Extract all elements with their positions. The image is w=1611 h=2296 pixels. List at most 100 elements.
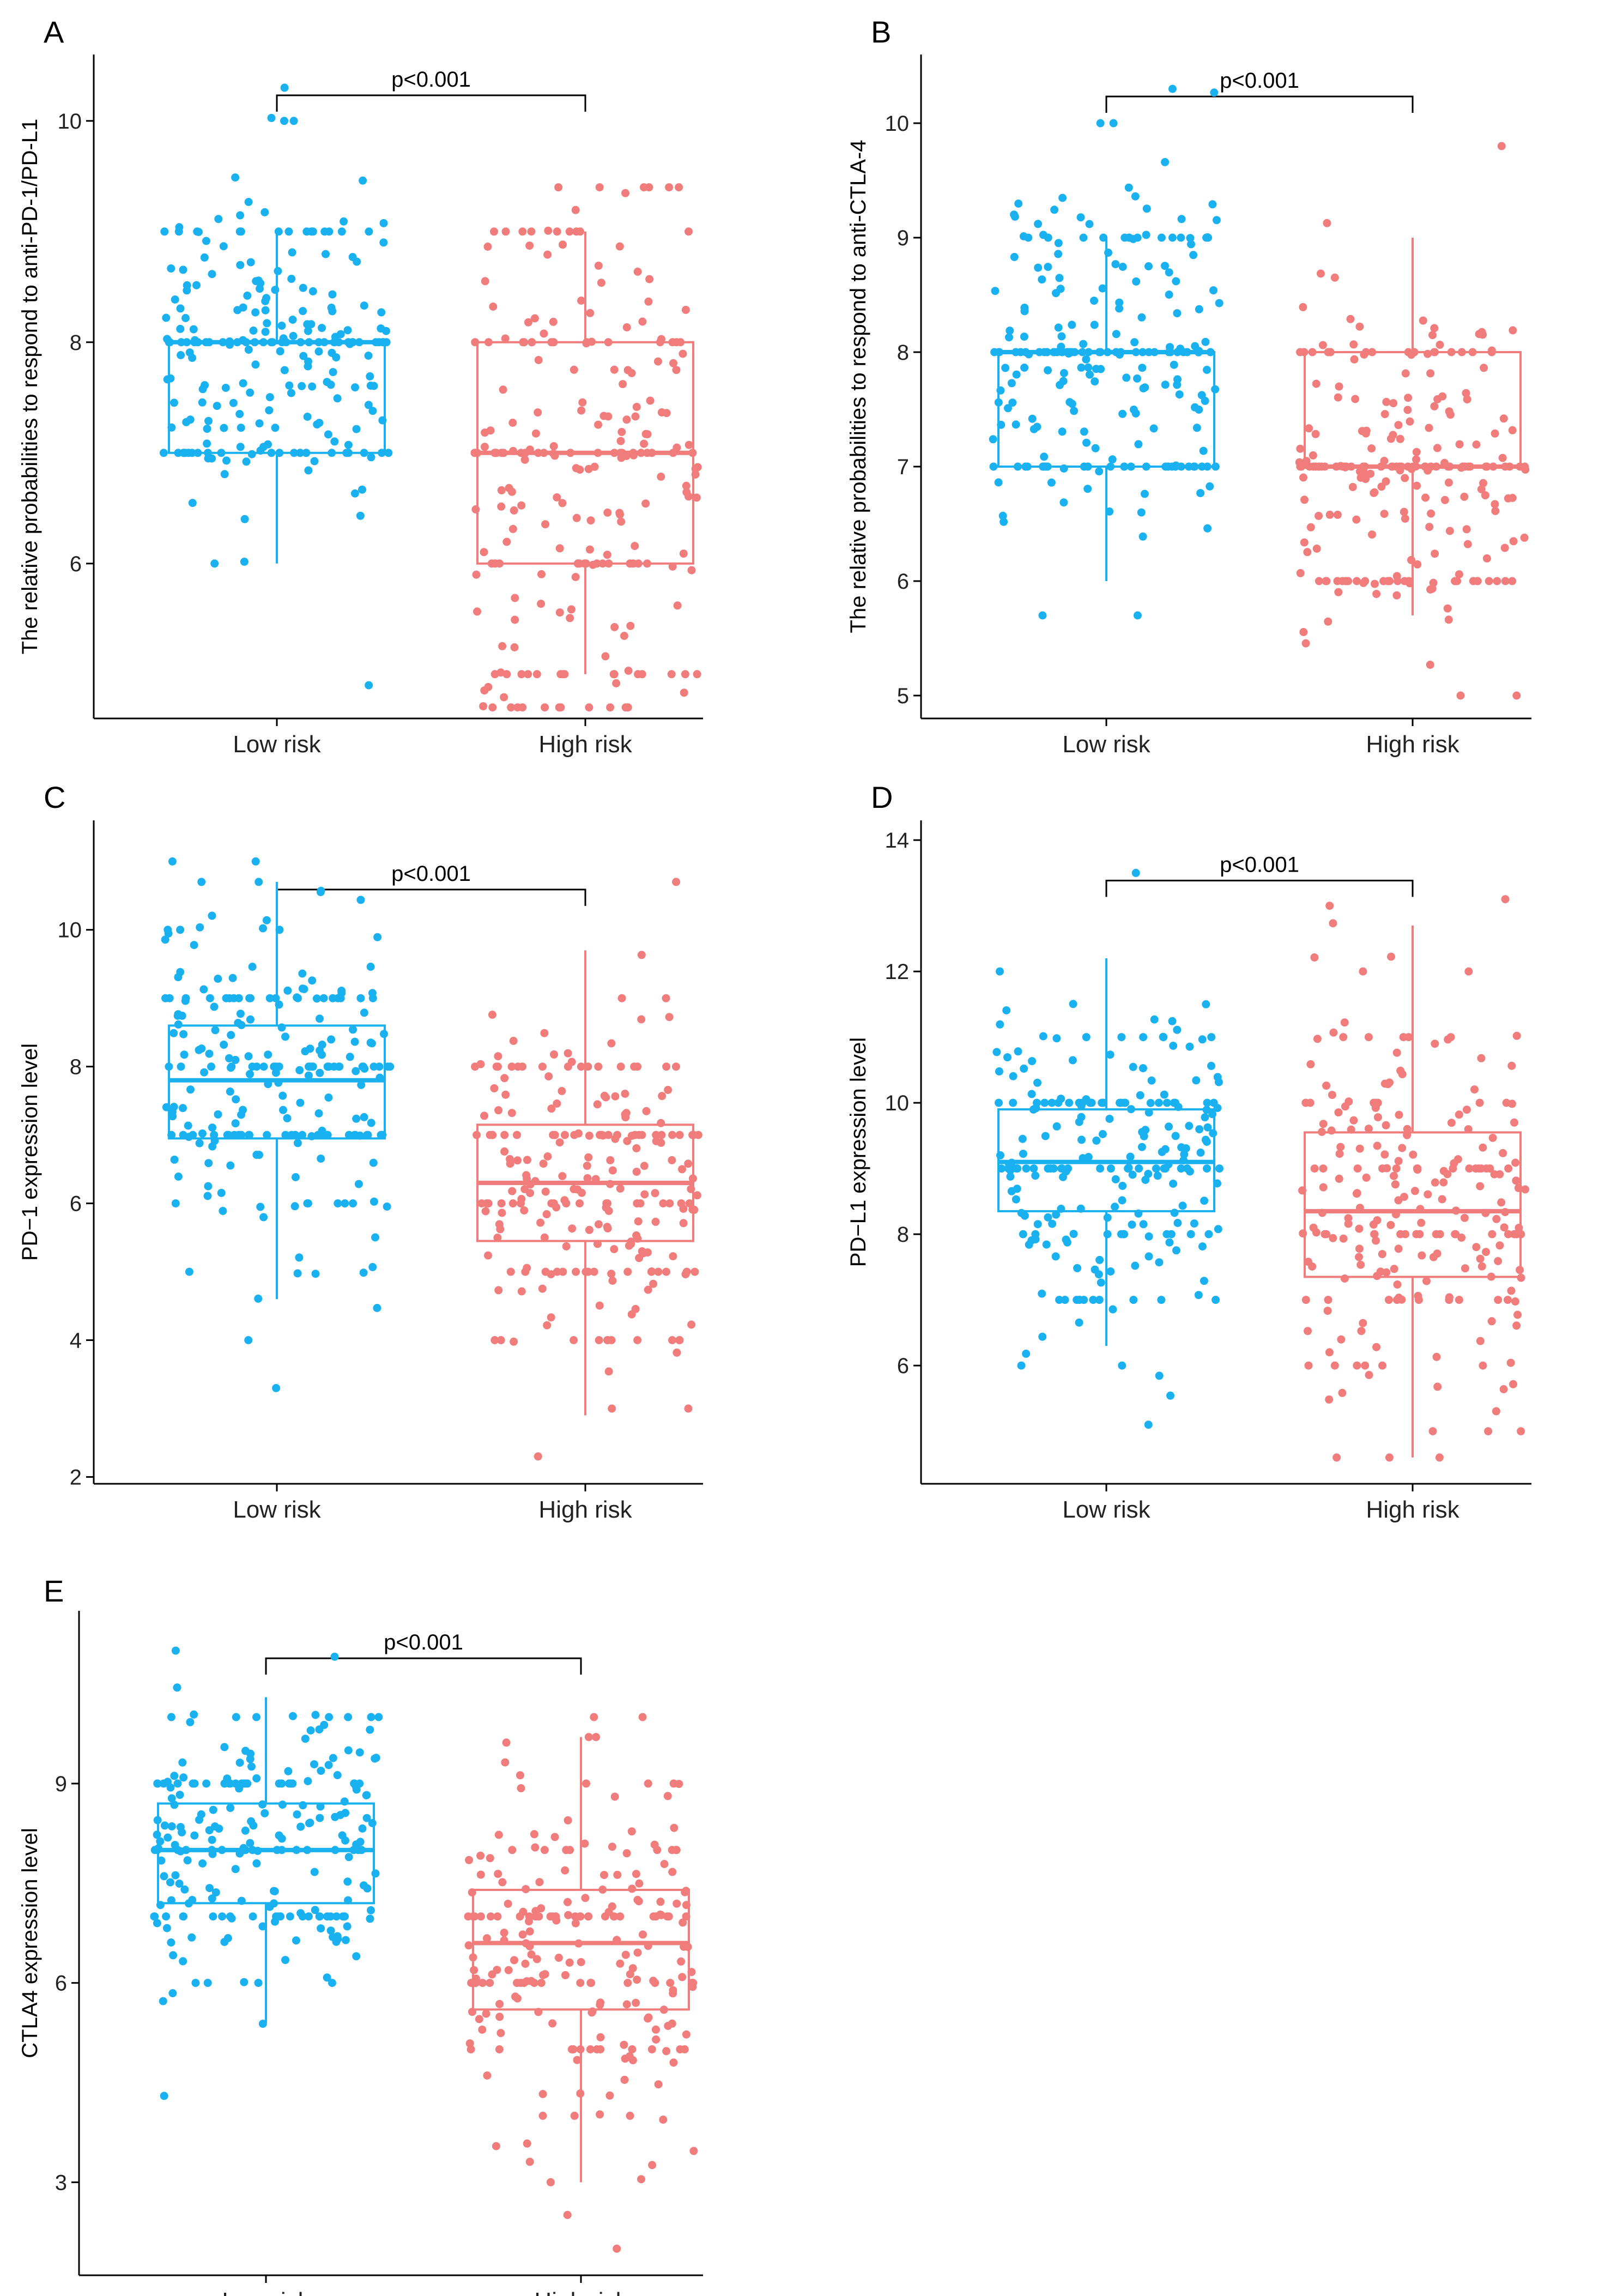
data-point bbox=[1214, 1225, 1222, 1234]
data-point bbox=[630, 1062, 639, 1071]
data-point bbox=[1098, 1130, 1107, 1138]
data-point bbox=[208, 1835, 216, 1844]
data-point bbox=[1080, 427, 1088, 436]
data-point bbox=[1032, 1104, 1040, 1113]
data-point bbox=[264, 440, 272, 449]
data-point bbox=[682, 481, 691, 490]
data-point bbox=[320, 1720, 329, 1729]
data-point bbox=[668, 1131, 677, 1139]
data-point bbox=[261, 1809, 269, 1817]
data-point bbox=[298, 984, 307, 993]
data-point bbox=[558, 1087, 566, 1095]
data-point bbox=[665, 1199, 674, 1208]
data-point bbox=[1429, 578, 1438, 587]
data-point bbox=[205, 1884, 214, 1893]
data-point bbox=[170, 398, 178, 407]
data-point bbox=[1435, 1453, 1444, 1462]
data-point bbox=[379, 338, 387, 347]
data-point bbox=[1394, 421, 1403, 430]
data-point bbox=[498, 1209, 506, 1217]
data-point bbox=[1364, 1033, 1373, 1042]
data-point bbox=[1001, 364, 1010, 372]
data-point bbox=[307, 1132, 316, 1140]
data-point bbox=[299, 352, 308, 360]
data-point bbox=[1360, 350, 1368, 359]
data-point bbox=[1200, 1277, 1208, 1285]
data-point bbox=[495, 2013, 504, 2021]
data-point bbox=[1164, 462, 1172, 471]
data-point bbox=[359, 176, 367, 185]
data-point bbox=[362, 1791, 371, 1799]
data-point bbox=[611, 1092, 620, 1101]
data-point bbox=[1304, 1361, 1313, 1370]
data-point bbox=[263, 1131, 271, 1139]
data-point bbox=[341, 1936, 350, 1944]
data-point bbox=[1460, 1213, 1469, 1222]
data-point bbox=[493, 1234, 502, 1242]
significance-bracket: p<0.001 bbox=[276, 68, 586, 112]
data-point bbox=[1367, 444, 1376, 453]
data-point bbox=[584, 1153, 593, 1162]
data-point bbox=[341, 1809, 350, 1817]
data-point bbox=[1511, 1297, 1519, 1306]
data-point bbox=[626, 2111, 634, 2120]
data-point bbox=[311, 1906, 319, 1914]
data-point bbox=[261, 297, 270, 305]
data-point bbox=[1362, 1173, 1371, 1182]
data-point bbox=[1097, 1278, 1105, 1287]
data-point bbox=[1329, 1234, 1337, 1242]
data-point bbox=[1166, 1391, 1174, 1400]
data-point bbox=[1461, 1264, 1469, 1273]
data-point bbox=[171, 295, 179, 304]
data-point bbox=[1396, 1066, 1405, 1075]
data-point bbox=[573, 2056, 582, 2064]
data-point bbox=[334, 994, 342, 1002]
data-point bbox=[222, 994, 231, 1002]
panel-letter: D bbox=[871, 780, 893, 814]
data-point bbox=[210, 1002, 219, 1011]
data-point bbox=[1323, 219, 1331, 227]
data-point bbox=[294, 994, 302, 1002]
data-point bbox=[1173, 375, 1182, 384]
data-point bbox=[271, 424, 280, 432]
data-point bbox=[1018, 1134, 1027, 1143]
data-point bbox=[1187, 240, 1195, 249]
data-point bbox=[1090, 297, 1098, 305]
data-point bbox=[516, 1771, 524, 1780]
data-point bbox=[589, 560, 597, 569]
data-point bbox=[264, 1080, 272, 1089]
data-point bbox=[364, 401, 373, 409]
data-point bbox=[1116, 1098, 1124, 1107]
data-point bbox=[471, 505, 480, 513]
data-point bbox=[626, 621, 635, 630]
significance-bracket: p<0.001 bbox=[1105, 69, 1414, 113]
data-point bbox=[1480, 364, 1488, 372]
data-point bbox=[220, 424, 228, 432]
data-point bbox=[1327, 1126, 1336, 1135]
data-point bbox=[524, 318, 532, 327]
data-point bbox=[165, 1062, 173, 1071]
data-point bbox=[476, 1851, 485, 1860]
data-point bbox=[1202, 1000, 1210, 1008]
data-point bbox=[1038, 275, 1046, 284]
data-point bbox=[1207, 1033, 1216, 1042]
data-point bbox=[352, 1067, 360, 1076]
data-point bbox=[259, 924, 267, 933]
data-point bbox=[1463, 395, 1471, 404]
data-point bbox=[508, 1846, 517, 1854]
data-point bbox=[522, 1977, 531, 1986]
y-axis-label: The relative probabilities to respond to… bbox=[846, 140, 870, 633]
data-point bbox=[1443, 604, 1452, 613]
data-point bbox=[1047, 1098, 1056, 1107]
data-point bbox=[596, 2033, 605, 2041]
data-point bbox=[608, 1166, 617, 1175]
data-point bbox=[248, 1062, 257, 1071]
data-point bbox=[379, 238, 388, 247]
data-point bbox=[629, 451, 638, 460]
data-point bbox=[495, 1999, 504, 2008]
data-point bbox=[1328, 1091, 1336, 1099]
data-point bbox=[191, 1979, 200, 1987]
box-iqr bbox=[472, 1888, 690, 2011]
data-point bbox=[280, 366, 289, 374]
data-point bbox=[562, 1242, 571, 1250]
